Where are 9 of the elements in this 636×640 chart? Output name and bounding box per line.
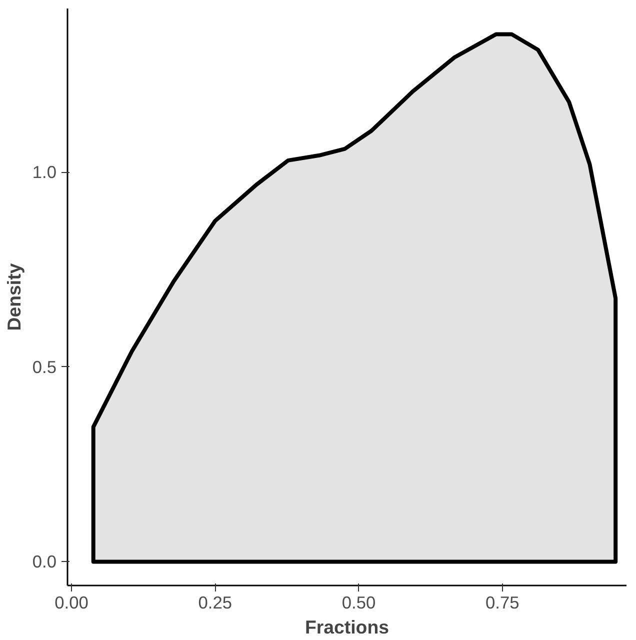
y-tick-label: 1.0 (32, 162, 57, 182)
x-tick-label: 0.50 (342, 592, 376, 612)
x-axis-title: Fractions (305, 616, 389, 638)
x-tick-label: 0.00 (54, 592, 88, 612)
y-tick-label: 0.5 (32, 356, 57, 377)
y-tick-label: 0.0 (32, 552, 57, 572)
x-tick-label: 0.75 (486, 592, 520, 612)
y-axis-title: Density (3, 262, 24, 331)
x-tick-label: 0.25 (198, 592, 232, 612)
